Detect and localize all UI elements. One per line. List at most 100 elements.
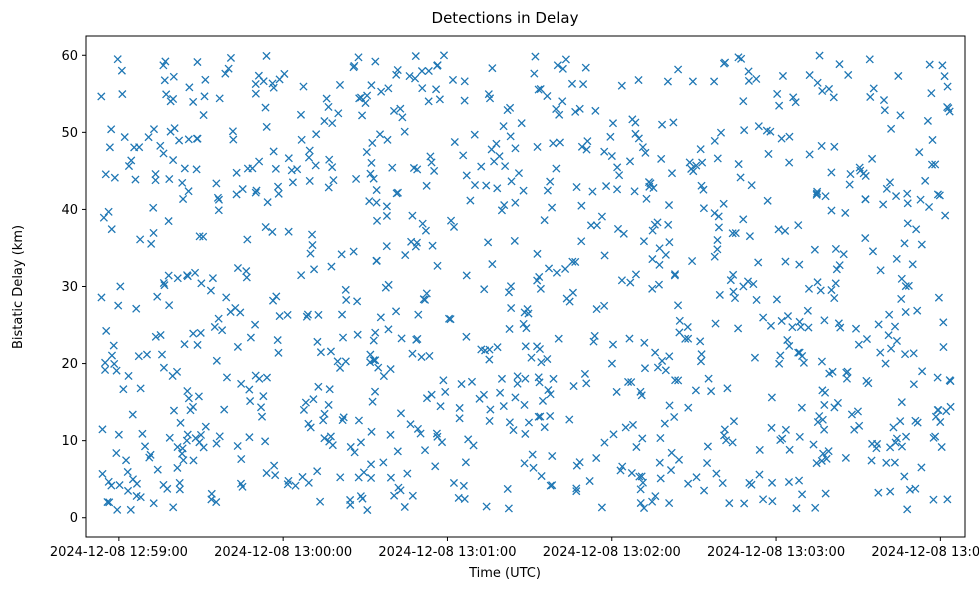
- detection-point: [818, 415, 827, 424]
- detection-point: [307, 230, 317, 239]
- detection-point: [538, 396, 548, 405]
- detection-point: [159, 363, 168, 372]
- detection-point: [245, 433, 254, 442]
- detection-point: [374, 363, 383, 372]
- detection-point: [815, 51, 824, 60]
- detection-point: [485, 416, 494, 425]
- detection-point: [214, 314, 223, 323]
- detection-point: [794, 476, 804, 485]
- detection-point: [358, 494, 367, 503]
- y-tick-label: 50: [61, 126, 78, 141]
- detection-point: [691, 386, 700, 395]
- detection-point: [105, 498, 114, 507]
- detection-point: [151, 332, 160, 341]
- detection-point: [190, 268, 200, 277]
- detection-point: [928, 135, 937, 145]
- detection-point: [670, 271, 679, 280]
- detection-point: [109, 341, 118, 350]
- detection-point: [160, 76, 169, 85]
- detection-point: [363, 505, 372, 515]
- detection-point: [646, 179, 655, 188]
- detection-point: [107, 125, 116, 134]
- detection-point: [98, 469, 107, 478]
- detection-point: [739, 282, 748, 291]
- detection-point: [710, 252, 719, 261]
- detection-point: [156, 141, 165, 150]
- detection-point: [536, 284, 545, 293]
- detection-point: [102, 326, 111, 335]
- detection-point: [134, 352, 143, 361]
- y-axis-ticks: 0 10 20 30 40 50 60: [61, 49, 86, 526]
- detection-point: [711, 319, 720, 328]
- detection-point: [212, 498, 221, 507]
- detection-point: [892, 434, 901, 443]
- y-tick-label: 10: [61, 434, 78, 449]
- detection-point: [164, 217, 173, 226]
- detection-point: [874, 320, 883, 329]
- detection-point: [153, 292, 162, 301]
- detection-point: [939, 343, 948, 352]
- detection-point: [537, 358, 546, 367]
- detection-point: [319, 416, 328, 425]
- detection-point: [379, 458, 388, 467]
- detection-point: [768, 497, 777, 506]
- detection-point: [372, 185, 381, 195]
- detection-point: [609, 430, 618, 439]
- detection-point: [213, 193, 223, 202]
- detection-point: [861, 234, 870, 243]
- detection-point: [520, 459, 529, 468]
- detection-point: [585, 476, 594, 486]
- detection-point: [215, 94, 224, 103]
- detection-point: [582, 379, 591, 388]
- detection-point: [816, 286, 825, 295]
- detection-point: [762, 126, 771, 135]
- detection-point: [328, 119, 337, 128]
- detection-point: [337, 250, 346, 259]
- detection-point: [246, 333, 255, 342]
- detection-point: [233, 342, 242, 351]
- detection-point: [291, 481, 300, 490]
- detection-point: [486, 405, 495, 414]
- detection-point: [477, 162, 486, 171]
- detection-point: [540, 216, 549, 225]
- detection-point: [212, 439, 221, 448]
- detection-point: [355, 94, 364, 103]
- detection-point: [561, 264, 570, 274]
- detection-point: [119, 385, 128, 394]
- detection-point: [263, 198, 272, 207]
- detection-point: [97, 293, 106, 302]
- detection-point: [180, 164, 189, 173]
- detection-point: [325, 155, 334, 164]
- detection-point: [755, 470, 764, 479]
- detection-point: [817, 456, 826, 465]
- detection-point: [810, 245, 819, 254]
- detection-point: [273, 182, 283, 191]
- detection-point: [575, 104, 584, 113]
- detection-point: [821, 192, 830, 201]
- detection-point: [338, 333, 348, 342]
- detection-point: [710, 136, 719, 145]
- detection-point: [427, 158, 436, 167]
- detection-point: [261, 223, 270, 232]
- detection-point: [246, 397, 255, 406]
- detection-point: [432, 429, 441, 438]
- detection-point: [730, 294, 740, 303]
- detection-point: [159, 61, 168, 70]
- detection-point: [183, 272, 192, 281]
- detection-point: [543, 186, 552, 195]
- detection-point: [874, 488, 883, 497]
- detection-point: [692, 473, 701, 482]
- detection-point: [326, 432, 335, 441]
- detection-point: [328, 163, 337, 172]
- detection-point: [876, 266, 885, 275]
- detection-point: [675, 328, 684, 337]
- detection-point: [358, 111, 367, 120]
- detection-point: [638, 143, 647, 152]
- detection-point: [210, 322, 219, 332]
- detection-point: [123, 467, 132, 477]
- detection-point: [903, 199, 912, 208]
- detection-point: [861, 171, 870, 181]
- detection-point: [685, 158, 694, 167]
- detection-point: [136, 235, 145, 244]
